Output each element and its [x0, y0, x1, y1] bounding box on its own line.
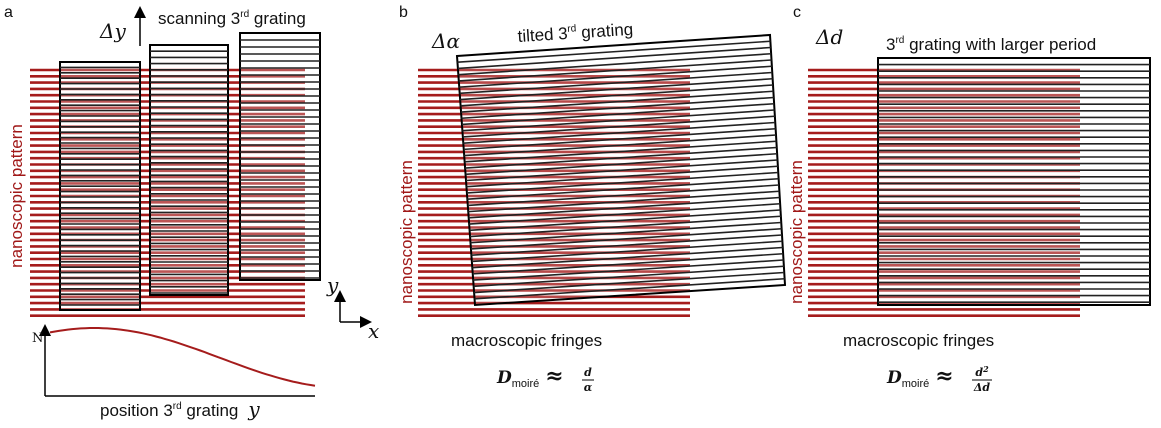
grating-stripe: [466, 165, 778, 188]
grating-stripe: [474, 277, 785, 300]
plot-x-label: position 3rd grating y: [100, 397, 260, 421]
pattern-label: nanoscopic pattern: [787, 160, 806, 304]
text-part: position 3: [100, 401, 173, 420]
grating-stripe: [473, 265, 784, 288]
grating-stripe: [461, 96, 774, 120]
text-part: grating: [182, 401, 239, 420]
grating-stripe: [472, 252, 784, 275]
grating-stripe: [469, 215, 781, 238]
formula: Dmoiré ≈: [886, 363, 954, 390]
panel-label: a: [4, 4, 13, 21]
grating-stripe: [461, 102, 775, 126]
grating-stripe: [465, 152, 778, 176]
symbol: d: [975, 366, 983, 379]
grating-stripe: [473, 259, 784, 281]
numerator: d: [584, 366, 592, 379]
plot-y-label: N: [32, 331, 43, 346]
grating-label: scanning 3rd grating: [158, 9, 306, 28]
grating-stripe: [466, 171, 779, 194]
text-part: grating: [249, 9, 306, 28]
grating-stripe: [464, 134, 777, 157]
denominator: Δd: [973, 381, 991, 394]
grating-stripe: [470, 227, 782, 250]
grating-frame: [239, 32, 321, 281]
symbol: ≈: [545, 363, 563, 389]
delta-label: Δα: [431, 29, 460, 53]
grating-stripe: [472, 246, 783, 269]
grating-stripe: [471, 240, 783, 263]
grating-stripe: [459, 71, 773, 95]
superscript: rd: [173, 401, 182, 412]
symbol: ≈: [935, 363, 953, 389]
grating-stripe: [458, 52, 772, 76]
grating-stripe: [458, 59, 772, 82]
grating-stripe: [467, 184, 780, 207]
grating-stripe: [468, 190, 780, 213]
grating-stripe: [467, 177, 779, 200]
superscript: rd: [567, 23, 577, 35]
grating-stripe: [457, 40, 771, 64]
grating-stripe: [459, 65, 772, 88]
grating-stripe: [460, 90, 774, 113]
text-part: 3: [886, 35, 895, 54]
grating-stripe: [460, 77, 773, 101]
subscript: moiré: [512, 378, 540, 390]
grating-frame: [149, 44, 229, 296]
variable: y: [247, 397, 260, 421]
axis-label: y: [326, 273, 339, 297]
grating-stripe: [471, 234, 783, 256]
grating-stripe: [462, 115, 775, 138]
numerator: d2: [975, 364, 989, 379]
grating-stripe: [464, 140, 777, 163]
delta-label: Δy: [99, 19, 126, 43]
pattern-label: nanoscopic pattern: [397, 160, 416, 304]
superscript: rd: [895, 35, 904, 46]
grating-stripe: [457, 46, 771, 70]
curve: [49, 327, 316, 387]
pattern-label: nanoscopic pattern: [7, 124, 26, 268]
text-part: scanning 3: [158, 9, 240, 28]
axis-label: x: [368, 319, 379, 343]
symbol: D: [496, 368, 512, 388]
delta-label: Δd: [815, 25, 843, 49]
grating-stripe: [463, 121, 776, 144]
superscript: 2: [982, 364, 989, 374]
subscript: moiré: [902, 378, 930, 390]
grating-label: 3rd grating with larger period: [886, 35, 1096, 54]
grating-stripe: [465, 146, 777, 169]
grating-label: tilted 3rd grating: [517, 20, 634, 46]
text-part: tilted 3: [517, 24, 568, 46]
grating-stripe: [469, 202, 781, 225]
grating-stripe: [469, 209, 781, 232]
grating-stripe: [460, 84, 774, 107]
panel-label: b: [399, 4, 408, 21]
grating-stripe: [465, 159, 778, 182]
grating-stripe: [470, 221, 782, 244]
symbol: D: [886, 368, 902, 388]
formula: Dmoiré ≈: [496, 363, 564, 390]
panel-label: c: [793, 4, 801, 21]
text-part: grating: [576, 20, 634, 43]
denominator: α: [584, 381, 593, 394]
fringes-label: macroscopic fringes: [843, 331, 994, 350]
grating-stripe: [463, 127, 776, 151]
superscript: rd: [240, 9, 249, 20]
grating-stripe: [462, 109, 775, 132]
grating-stripe: [474, 271, 785, 294]
fringes-label: macroscopic fringes: [451, 331, 602, 350]
grating-frame: [877, 57, 1151, 306]
text-part: grating with larger period: [904, 35, 1096, 54]
grating-stripe: [468, 196, 780, 219]
